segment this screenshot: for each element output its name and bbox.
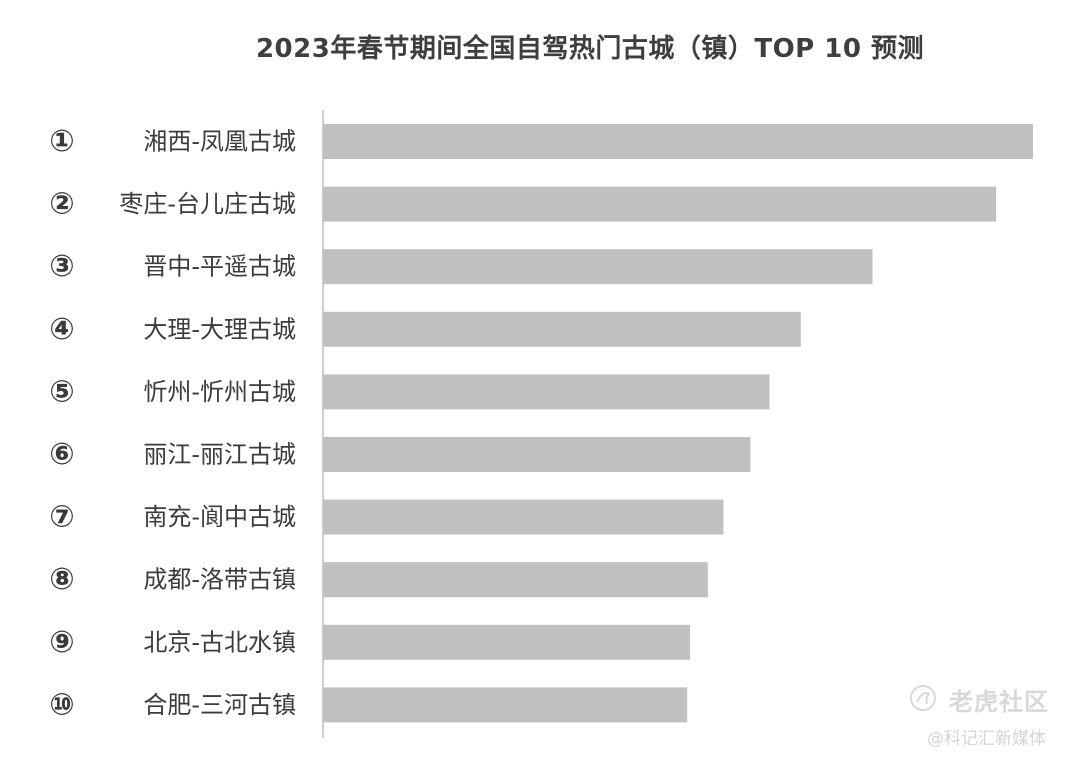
category-label: 丽江-丽江古城 xyxy=(143,441,296,469)
chart-title: 2023年春节期间全国自驾热门古城（镇）TOP 10 预测 xyxy=(255,34,925,64)
rank-label: ⑥ xyxy=(49,437,74,472)
watermark-brand: 老虎社区 xyxy=(949,688,1049,716)
tiger-paw-icon xyxy=(910,685,936,711)
rank-label: ⑧ xyxy=(49,562,74,597)
rank-label: ④ xyxy=(49,312,74,347)
rank-label: ⑤ xyxy=(49,374,74,409)
bar xyxy=(323,124,1033,159)
bar xyxy=(323,186,997,222)
rank-label: ① xyxy=(49,124,74,159)
rank-label: ⑨ xyxy=(49,625,74,660)
category-label: 晋中-平遥古城 xyxy=(143,253,296,281)
category-label: 湘西-凤凰古城 xyxy=(143,128,296,156)
category-label: 成都-洛带古镇 xyxy=(143,566,296,594)
bar xyxy=(323,437,751,472)
rank-label: ② xyxy=(49,187,74,222)
category-label: 南充-阆中古城 xyxy=(143,503,296,531)
watermark: 老虎社区 @科记汇新媒体 xyxy=(905,682,1075,752)
category-label: 忻州-忻州古城 xyxy=(143,378,296,406)
bar xyxy=(323,311,801,347)
bar xyxy=(323,687,688,723)
rank-label: ③ xyxy=(49,249,74,284)
category-label: 北京-古北水镇 xyxy=(143,628,296,656)
bar xyxy=(323,249,873,285)
bar xyxy=(323,624,691,660)
category-label: 大理-大理古城 xyxy=(143,315,296,343)
bar xyxy=(323,374,770,410)
bar xyxy=(323,562,708,598)
rank-label: ⑦ xyxy=(49,500,74,535)
rank-label: ⑩ xyxy=(49,687,74,722)
bar xyxy=(323,499,724,535)
category-label: 合肥-三河古镇 xyxy=(143,691,296,719)
watermark-source: @科记汇新媒体 xyxy=(927,729,1046,749)
category-label: 枣庄-台儿庄古城 xyxy=(119,190,296,218)
